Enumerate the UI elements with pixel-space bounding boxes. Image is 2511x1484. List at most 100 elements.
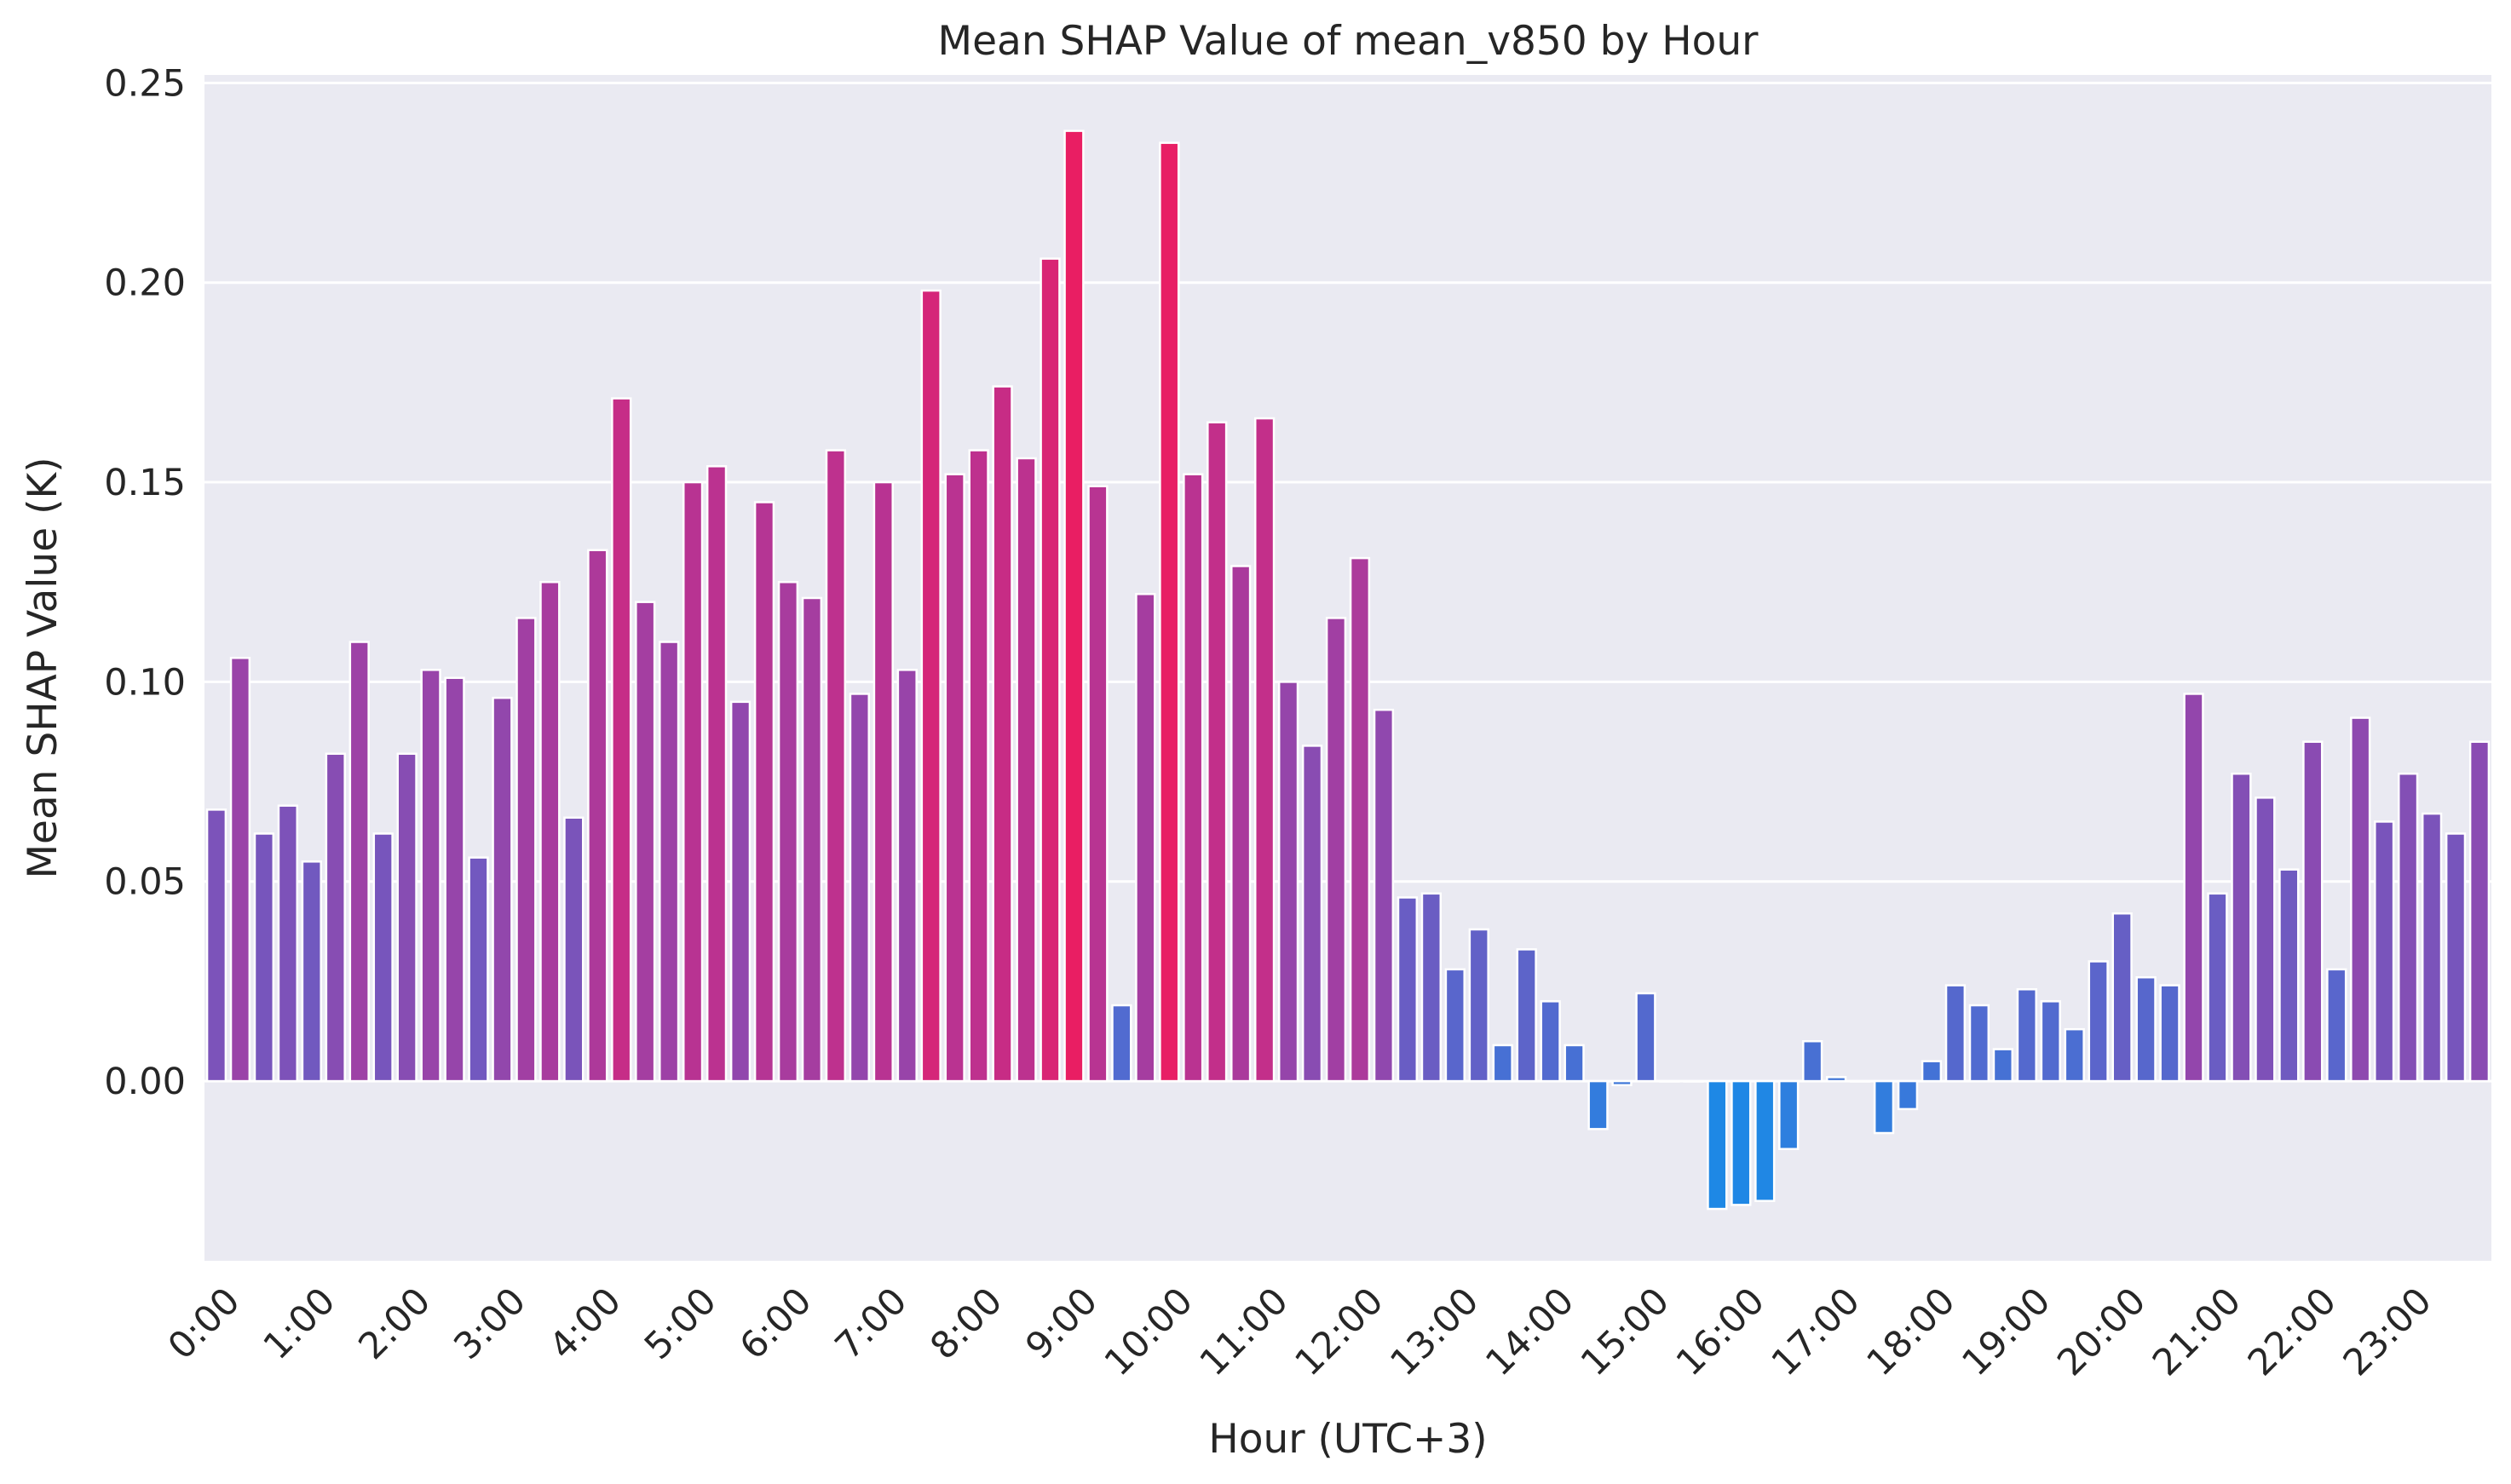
- bar: [1492, 1044, 1513, 1083]
- x-tick-label: 2:00: [351, 1280, 440, 1368]
- bar: [1992, 1048, 2014, 1083]
- bar: [1731, 1079, 1752, 1206]
- x-tick-label: 17:00: [1764, 1280, 1869, 1384]
- bar: [253, 832, 275, 1083]
- x-tick-label: 11:00: [1192, 1280, 1297, 1384]
- bar: [1707, 1079, 1728, 1211]
- bar: [1968, 1004, 1990, 1083]
- bar: [2374, 820, 2395, 1083]
- bar: [896, 669, 918, 1083]
- y-tick-label: 0.25: [104, 62, 186, 105]
- chart-title: Mean SHAP Value of mean_v850 by Hour: [938, 18, 1759, 65]
- x-tick-label: 3:00: [446, 1280, 534, 1368]
- bar: [873, 480, 894, 1083]
- bar: [659, 641, 680, 1083]
- bar: [1587, 1079, 1609, 1130]
- bar: [682, 480, 704, 1083]
- bar: [2397, 772, 2419, 1083]
- bar: [1849, 1079, 1871, 1083]
- bars: [205, 129, 2491, 1211]
- x-axis-ticks: 0:00 1:00 2:00 3:00 4:00 5:00 6:00 7:00 8:00 9:00…: [160, 1280, 2440, 1384]
- bar: [2421, 812, 2443, 1083]
- bar: [1230, 565, 1252, 1083]
- plot-area: [204, 75, 2491, 1261]
- x-tick-label: 15:00: [1573, 1280, 1678, 1384]
- bar: [1659, 1079, 1680, 1083]
- bar: [1683, 1079, 1704, 1083]
- bar: [1825, 1076, 1847, 1083]
- bar: [1778, 1079, 1800, 1151]
- bar: [2255, 797, 2276, 1083]
- y-tick-label: 0.10: [104, 661, 186, 704]
- bar: [444, 676, 465, 1083]
- bar: [611, 397, 632, 1083]
- bar: [1611, 1079, 1633, 1087]
- bar: [492, 696, 513, 1083]
- x-tick-label: 20:00: [2049, 1280, 2154, 1384]
- x-tick-label: 7:00: [827, 1280, 916, 1368]
- bar: [2350, 716, 2371, 1083]
- bar: [1468, 928, 1489, 1083]
- bar: [301, 860, 322, 1083]
- bar: [777, 580, 799, 1083]
- bar: [2468, 740, 2491, 1083]
- bar: [729, 700, 752, 1083]
- bar: [849, 693, 871, 1083]
- bar: [372, 832, 394, 1083]
- x-tick-label: 16:00: [1668, 1280, 1773, 1384]
- bar: [2207, 892, 2228, 1083]
- bar: [563, 816, 585, 1083]
- bar: [2445, 832, 2467, 1083]
- bar: [1444, 968, 1466, 1083]
- x-axis-label: Hour (UTC+3): [1208, 1416, 1487, 1463]
- y-tick-label: 0.00: [104, 1061, 186, 1103]
- bar: [348, 641, 370, 1083]
- bar: [468, 856, 489, 1083]
- bar: [1040, 257, 1061, 1083]
- bar: [753, 501, 775, 1083]
- bar: [1063, 129, 1085, 1083]
- bar: [1897, 1079, 1919, 1111]
- y-tick-label: 0.05: [104, 861, 186, 904]
- bar: [2159, 984, 2180, 1083]
- x-tick-label: 12:00: [1287, 1280, 1392, 1384]
- y-tick-label: 0.20: [104, 262, 186, 305]
- bar: [968, 449, 989, 1083]
- grid-lines: [204, 81, 2491, 1083]
- bar: [277, 804, 299, 1083]
- bar: [420, 669, 441, 1083]
- bar: [396, 752, 418, 1083]
- x-tick-label: 6:00: [732, 1280, 821, 1368]
- x-tick-label: 5:00: [636, 1280, 725, 1368]
- bar: [635, 601, 656, 1083]
- bar: [1135, 593, 1156, 1083]
- bar: [1111, 1004, 1132, 1083]
- bar: [2302, 740, 2324, 1083]
- bar: [1635, 992, 1656, 1083]
- x-tick-label: 1:00: [256, 1280, 344, 1368]
- bar: [2183, 693, 2204, 1083]
- bar: [2135, 975, 2157, 1083]
- bar: [1802, 1039, 1823, 1083]
- x-tick-label: 18:00: [1859, 1280, 1964, 1384]
- x-tick-label: 10:00: [1097, 1280, 1201, 1384]
- bar: [205, 808, 227, 1083]
- x-tick-label: 8:00: [923, 1280, 1011, 1368]
- bar: [1253, 417, 1276, 1083]
- x-tick-label: 4:00: [541, 1280, 630, 1368]
- bar: [1349, 556, 1371, 1083]
- x-tick-label: 13:00: [1382, 1280, 1487, 1384]
- bar: [801, 596, 823, 1083]
- bar: [325, 752, 346, 1083]
- x-tick-label: 23:00: [2335, 1280, 2440, 1384]
- bar: [1873, 1079, 1895, 1135]
- bar: [2231, 772, 2252, 1083]
- x-tick-label: 9:00: [1017, 1280, 1106, 1368]
- x-tick-label: 0:00: [160, 1280, 249, 1368]
- bar: [1373, 708, 1395, 1083]
- bar: [1325, 617, 1347, 1083]
- bar: [1183, 473, 1204, 1083]
- x-tick-label: 14:00: [1477, 1280, 1582, 1384]
- bar: [587, 549, 608, 1083]
